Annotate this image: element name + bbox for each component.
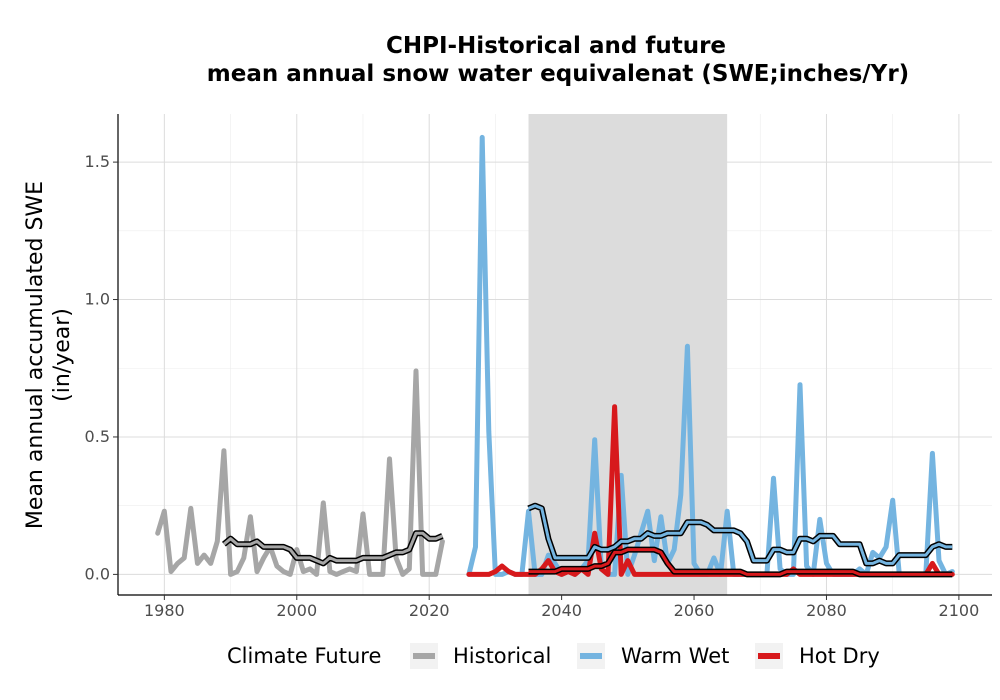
legend-title: Climate Future — [227, 644, 381, 668]
y-tick-label: 0.0 — [85, 564, 110, 583]
legend: Climate Future Historical Warm Wet Hot Dry — [227, 643, 880, 669]
legend-label-warm-wet: Warm Wet — [621, 644, 729, 668]
y-axis-label-line-1: Mean annual accumulated SWE — [23, 181, 48, 529]
series-line-warm-wet — [466, 134, 955, 577]
chart-title-line-2: mean annual snow water equivalenat (SWE;… — [207, 61, 909, 87]
x-tick-label: 2020 — [409, 601, 450, 620]
smoothed-line-historical — [222, 531, 443, 565]
plot-area: 1980 2000 2020 2040 2060 2080 2100 0.0 0.5 1.0 1.5 — [85, 114, 992, 620]
y-axis-label-line-2: (in/year) — [50, 308, 75, 402]
x-tick-label: 2060 — [674, 601, 715, 620]
x-tick-label: 1980 — [144, 601, 185, 620]
x-tick-label: 2080 — [806, 601, 847, 620]
series-line-historical — [155, 368, 445, 577]
y-tick-label: 0.5 — [85, 427, 110, 446]
x-tick-label: 2100 — [939, 601, 980, 620]
y-tick-label: 1.0 — [85, 290, 110, 309]
legend-label-historical: Historical — [453, 644, 551, 668]
smoothed-line-hot-dry — [528, 548, 953, 576]
legend-label-hot-dry: Hot Dry — [799, 644, 880, 668]
x-tick-label: 2000 — [276, 601, 317, 620]
smoothed-line-warm-wet — [527, 504, 953, 565]
y-tick-label: 1.5 — [85, 152, 110, 171]
chart-title-line-1: CHPI-Historical and future — [386, 33, 726, 59]
x-tick-label: 2040 — [541, 601, 582, 620]
